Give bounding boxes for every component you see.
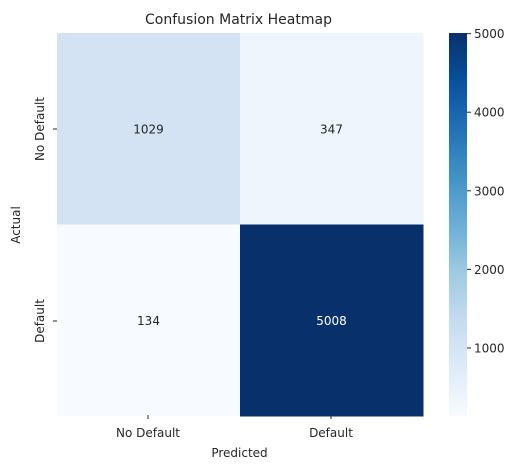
colorbar-tick-label: 1000 (474, 341, 505, 355)
y-tick-label-no-default: No Default (33, 97, 47, 161)
colorbar: 1000 2000 3000 4000 5000 (449, 27, 505, 416)
x-tick-label-default: Default (309, 426, 353, 440)
cell-annotation-default-default: 5008 (316, 314, 347, 328)
cell-annotation-default-no-default: 134 (137, 314, 160, 328)
y-tick-label-default: Default (33, 299, 47, 343)
y-axis-label: Actual (9, 206, 23, 244)
heatmap-cell-no-default-default (240, 33, 424, 225)
colorbar-tick-label: 5000 (474, 27, 505, 41)
heatmap-cells: 1029 347 134 5008 (57, 33, 424, 417)
colorbar-tick-label: 4000 (474, 106, 505, 120)
heatmap-cell-no-default-no-default (57, 33, 241, 225)
cell-annotation-no-default-no-default: 1029 (133, 122, 164, 136)
colorbar-tick-label: 3000 (474, 184, 505, 198)
cell-annotation-no-default-default: 347 (320, 122, 343, 136)
x-axis-label: Predicted (211, 446, 267, 460)
colorbar-gradient (449, 33, 467, 416)
heatmap-cell-default-default (240, 224, 424, 417)
y-axis: No Default Default Actual (9, 97, 57, 343)
chart-title: Confusion Matrix Heatmap (145, 12, 332, 28)
x-tick-label-no-default: No Default (116, 426, 180, 440)
x-axis: No Default Default Predicted (116, 415, 353, 460)
colorbar-tick-label: 2000 (474, 263, 505, 277)
heatmap-cell-default-no-default (57, 224, 241, 417)
